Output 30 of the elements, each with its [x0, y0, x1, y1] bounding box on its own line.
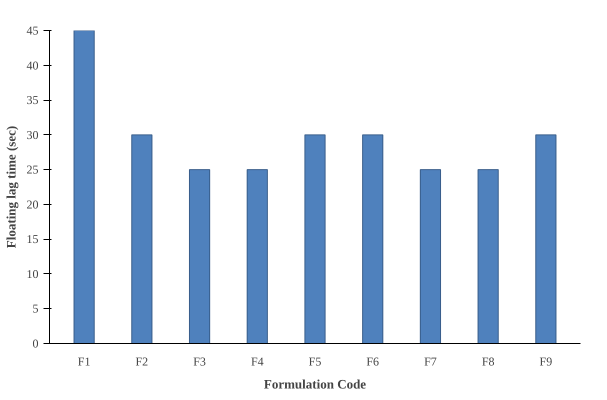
y-tick-label: 5: [32, 302, 38, 316]
bar: [535, 134, 556, 344]
bar: [188, 169, 210, 344]
y-tick-label: 0: [32, 336, 38, 350]
bar: [131, 134, 152, 344]
x-tick-label: F8: [482, 354, 495, 368]
x-tick-label: F9: [540, 354, 552, 368]
bar: [420, 169, 442, 344]
y-tick-label: 15: [26, 232, 38, 246]
x-axis-title: Formulation Code: [264, 376, 366, 392]
y-tick-label: 10: [26, 266, 38, 281]
bar: [362, 134, 384, 344]
x-tick-label: F5: [308, 354, 322, 368]
bar: [304, 134, 326, 344]
x-tick-label: F3: [193, 354, 206, 368]
y-tick-label: 25: [26, 162, 38, 177]
y-tick-label: 45: [26, 24, 38, 38]
y-axis-title: Floating lag time (sec): [4, 126, 18, 248]
x-tick-label: F1: [78, 354, 90, 368]
x-tick-label: F6: [366, 354, 380, 368]
bar: [478, 169, 499, 344]
y-tick-label: 20: [26, 197, 38, 212]
y-tick-label: 40: [26, 58, 38, 72]
x-tick-label: F4: [250, 354, 264, 368]
y-tick-label: 30: [26, 128, 38, 142]
bar: [74, 30, 95, 344]
x-tick-label: F7: [424, 354, 437, 368]
bar: [246, 169, 268, 344]
x-tick-label: F2: [136, 354, 148, 368]
y-tick-label: 35: [26, 93, 38, 108]
